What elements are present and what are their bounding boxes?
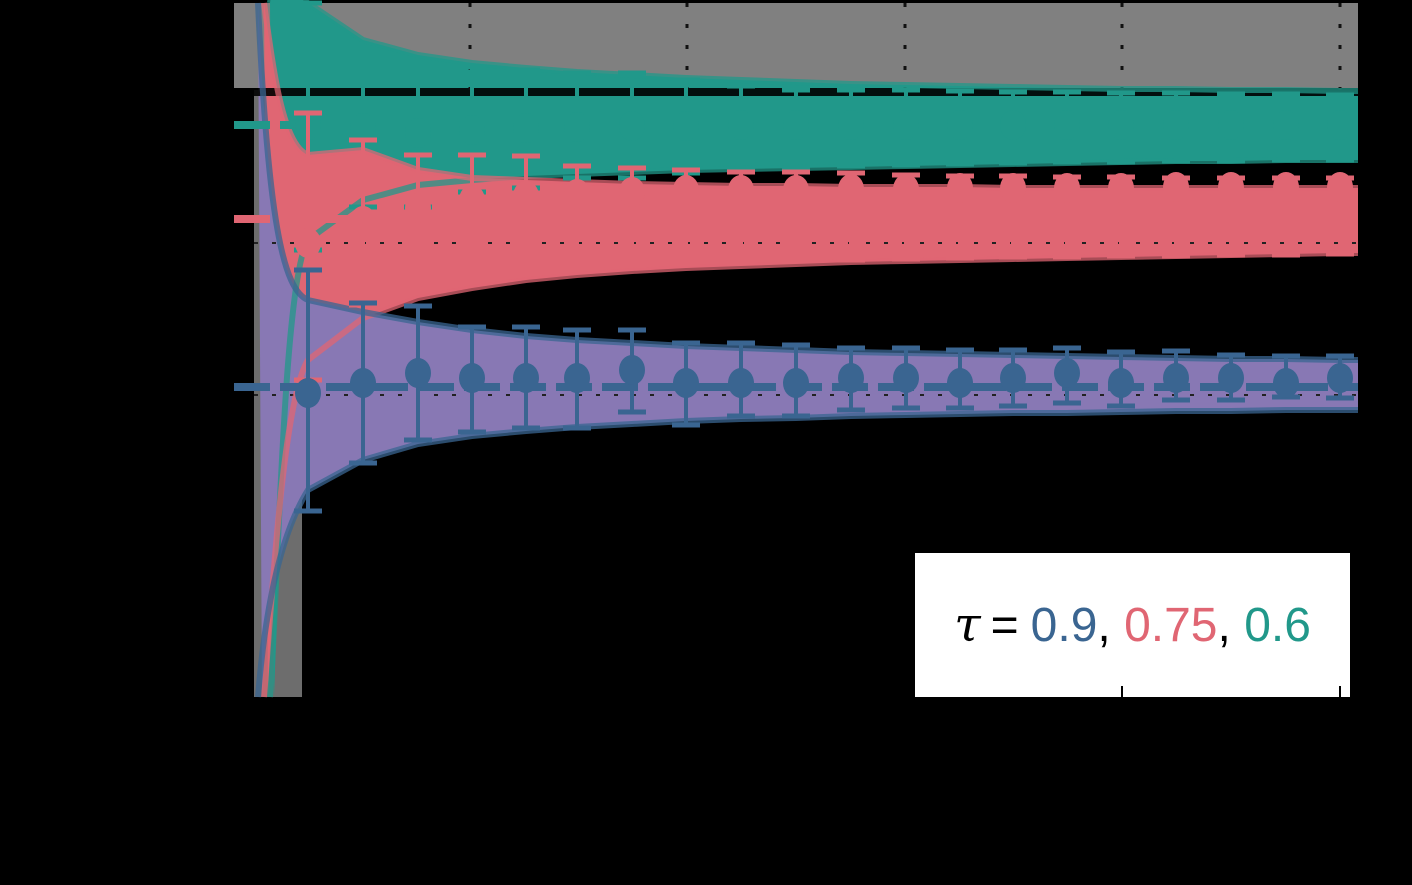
data-marker	[295, 228, 321, 258]
data-marker	[459, 363, 485, 393]
data-marker	[350, 206, 376, 236]
data-marker	[838, 363, 864, 393]
legend-separator: ,	[1097, 598, 1111, 652]
data-marker	[728, 175, 754, 205]
data-marker	[728, 368, 754, 398]
legend: τ = 0.9 , 0.75 , 0.6	[915, 553, 1350, 697]
data-marker	[783, 175, 809, 205]
data-marker	[783, 110, 809, 140]
data-marker	[513, 113, 539, 143]
data-marker	[947, 368, 973, 398]
data-marker	[1054, 358, 1080, 388]
data-marker	[1108, 110, 1134, 140]
data-marker	[459, 185, 485, 215]
legend-equals: =	[990, 598, 1019, 652]
data-marker	[619, 355, 645, 385]
data-marker	[1218, 363, 1244, 393]
data-marker	[838, 110, 864, 140]
band-upper-curve	[267, 0, 1358, 94]
plot-area	[234, 0, 1358, 698]
data-marker	[673, 175, 699, 205]
data-marker	[893, 174, 919, 204]
data-marker	[893, 363, 919, 393]
data-marker	[673, 111, 699, 141]
data-marker	[405, 193, 431, 223]
data-marker	[1000, 173, 1026, 203]
legend-entry-tau-0.6: 0.6	[1244, 598, 1311, 652]
data-marker	[1163, 363, 1189, 393]
data-marker	[619, 111, 645, 141]
data-marker	[350, 368, 376, 398]
data-marker	[564, 112, 590, 142]
data-marker	[350, 113, 376, 143]
data-marker	[513, 181, 539, 211]
data-marker	[459, 115, 485, 145]
data-marker	[1327, 363, 1353, 393]
data-marker	[564, 179, 590, 209]
legend-entry-tau-0.75: 0.75	[1124, 598, 1218, 652]
legend-tau-symbol: τ	[954, 597, 981, 653]
data-marker	[513, 363, 539, 393]
data-marker	[405, 118, 431, 148]
data-marker	[564, 363, 590, 393]
data-marker	[947, 110, 973, 140]
data-marker	[1163, 110, 1189, 140]
data-marker	[295, 378, 321, 408]
legend-entry-tau-0.9: 0.9	[1030, 598, 1098, 652]
data-marker	[1327, 110, 1353, 140]
data-marker	[838, 174, 864, 204]
data-marker	[728, 110, 754, 140]
data-marker	[1054, 110, 1080, 140]
data-marker	[1000, 110, 1026, 140]
data-marker	[893, 110, 919, 140]
data-marker	[1108, 173, 1134, 203]
data-marker	[1273, 172, 1299, 202]
data-marker	[1054, 173, 1080, 203]
data-marker	[1108, 368, 1134, 398]
data-marker	[1000, 363, 1026, 393]
data-marker	[619, 177, 645, 207]
legend-separator: ,	[1217, 598, 1231, 652]
data-marker	[1273, 110, 1299, 140]
data-marker	[947, 173, 973, 203]
confidence-band-0.9	[258, 3, 1358, 697]
data-marker	[1218, 110, 1244, 140]
data-marker	[673, 368, 699, 398]
data-marker	[1273, 368, 1299, 398]
data-marker	[783, 368, 809, 398]
data-marker	[1218, 172, 1244, 202]
data-marker	[405, 358, 431, 388]
band-lower-curve	[255, 407, 1358, 698]
data-marker	[1163, 172, 1189, 202]
data-marker	[1327, 172, 1353, 202]
